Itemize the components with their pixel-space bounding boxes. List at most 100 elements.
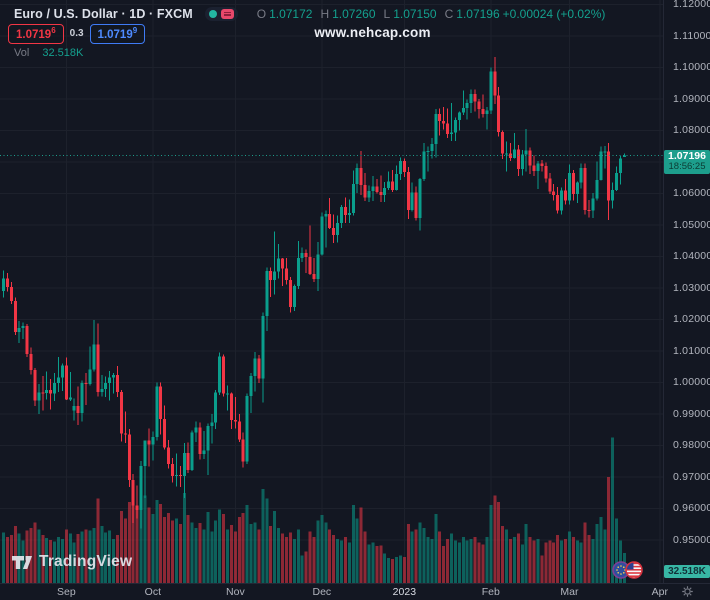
candle-body[interactable] [33, 370, 37, 401]
candle-body[interactable] [229, 393, 233, 420]
candle-body[interactable] [249, 376, 253, 396]
volume-bar[interactable] [143, 495, 147, 583]
candle-body[interactable] [84, 382, 88, 385]
candle-body[interactable] [253, 358, 257, 376]
volume-bar[interactable] [336, 538, 340, 583]
volume-bar[interactable] [88, 530, 92, 583]
volume-bar[interactable] [190, 522, 194, 583]
volume-bar[interactable] [328, 529, 332, 583]
volume-bar[interactable] [265, 498, 269, 583]
candle-body[interactable] [159, 386, 163, 419]
candle-body[interactable] [2, 278, 5, 291]
volume-bar[interactable] [84, 529, 88, 583]
volume-bar[interactable] [367, 544, 371, 583]
candle-body[interactable] [151, 437, 155, 445]
candle-body[interactable] [434, 113, 438, 145]
candle-body[interactable] [316, 254, 320, 279]
volume-bar[interactable] [587, 535, 591, 583]
volume-bar[interactable] [33, 522, 37, 583]
candle-body[interactable] [127, 434, 131, 480]
volume-bar[interactable] [131, 494, 135, 583]
candle-body[interactable] [406, 171, 410, 210]
volume-bar[interactable] [438, 531, 442, 583]
candle-body[interactable] [135, 505, 139, 511]
volume-bar[interactable] [391, 559, 395, 583]
candle-body[interactable] [426, 150, 430, 152]
volume-bar[interactable] [446, 538, 450, 583]
candle-body[interactable] [438, 113, 442, 121]
volume-bar[interactable] [528, 537, 532, 583]
volume-bar[interactable] [371, 542, 375, 583]
volume-bar[interactable] [489, 504, 493, 583]
volume-bar[interactable] [571, 537, 575, 583]
volume-bar[interactable] [304, 551, 308, 583]
volume-bar[interactable] [453, 540, 457, 583]
volume-bar[interactable] [548, 540, 552, 583]
volume-bar[interactable] [395, 557, 398, 583]
candle-body[interactable] [269, 270, 273, 280]
candle-body[interactable] [587, 209, 591, 212]
volume-bar[interactable] [505, 529, 509, 583]
candle-body[interactable] [245, 395, 249, 462]
candle-body[interactable] [170, 463, 174, 477]
candle-body[interactable] [68, 397, 72, 400]
candle-body[interactable] [410, 192, 414, 210]
candle-body[interactable] [72, 405, 76, 411]
candle-body[interactable] [57, 377, 61, 383]
candle-body[interactable] [312, 273, 316, 279]
volume-bar[interactable] [544, 542, 548, 583]
volume-bar[interactable] [461, 537, 465, 583]
candle-body[interactable] [92, 344, 96, 370]
candle-body[interactable] [261, 316, 265, 379]
candle-body[interactable] [485, 110, 489, 114]
volume-bar[interactable] [210, 531, 214, 583]
volume-bar[interactable] [347, 542, 351, 583]
volume-bar[interactable] [457, 542, 461, 583]
volume-bar[interactable] [29, 527, 33, 583]
volume-bar[interactable] [512, 537, 516, 583]
candle-body[interactable] [422, 151, 426, 180]
volume-bar[interactable] [96, 498, 100, 583]
candle-body[interactable] [453, 120, 457, 133]
candle-body[interactable] [560, 190, 564, 211]
volume-bar[interactable] [583, 522, 587, 583]
candle-body[interactable] [214, 392, 218, 423]
candle-body[interactable] [304, 253, 308, 257]
volume-bar[interactable] [182, 492, 186, 583]
candle-body[interactable] [206, 426, 210, 451]
volume-bar[interactable] [292, 538, 296, 583]
candle-body[interactable] [520, 154, 524, 170]
volume-bar[interactable] [308, 531, 312, 583]
candle-body[interactable] [548, 178, 552, 192]
volume-bar[interactable] [343, 537, 347, 583]
candle-body[interactable] [104, 382, 108, 389]
volume-bar[interactable] [556, 535, 560, 583]
volume-bar[interactable] [72, 542, 76, 583]
volume-bar[interactable] [595, 524, 599, 583]
volume-bar[interactable] [516, 533, 520, 583]
candle-body[interactable] [524, 150, 528, 155]
candle-body[interactable] [556, 194, 560, 211]
candle-body[interactable] [611, 189, 615, 201]
candle-body[interactable] [80, 382, 84, 413]
candle-body[interactable] [88, 369, 92, 384]
candle-body[interactable] [53, 382, 57, 394]
candle-body[interactable] [591, 198, 595, 211]
volume-bar[interactable] [532, 540, 536, 583]
volume-bar[interactable] [615, 518, 619, 583]
volume-bar[interactable] [163, 516, 167, 583]
volume-bar[interactable] [202, 529, 206, 583]
instant-trading-toggle[interactable] [204, 6, 238, 21]
volume-bar[interactable] [115, 535, 119, 583]
volume-bar[interactable] [567, 531, 571, 583]
volume-bar[interactable] [485, 537, 489, 583]
candle-body[interactable] [391, 181, 395, 191]
volume-bar[interactable] [76, 534, 80, 583]
volume-bar[interactable] [194, 527, 198, 583]
candle-body[interactable] [347, 212, 351, 216]
volume-bar[interactable] [339, 540, 343, 583]
volume-bar[interactable] [324, 522, 328, 583]
volume-bar[interactable] [387, 558, 391, 583]
volume-bar[interactable] [422, 527, 426, 583]
candle-body[interactable] [481, 108, 485, 114]
